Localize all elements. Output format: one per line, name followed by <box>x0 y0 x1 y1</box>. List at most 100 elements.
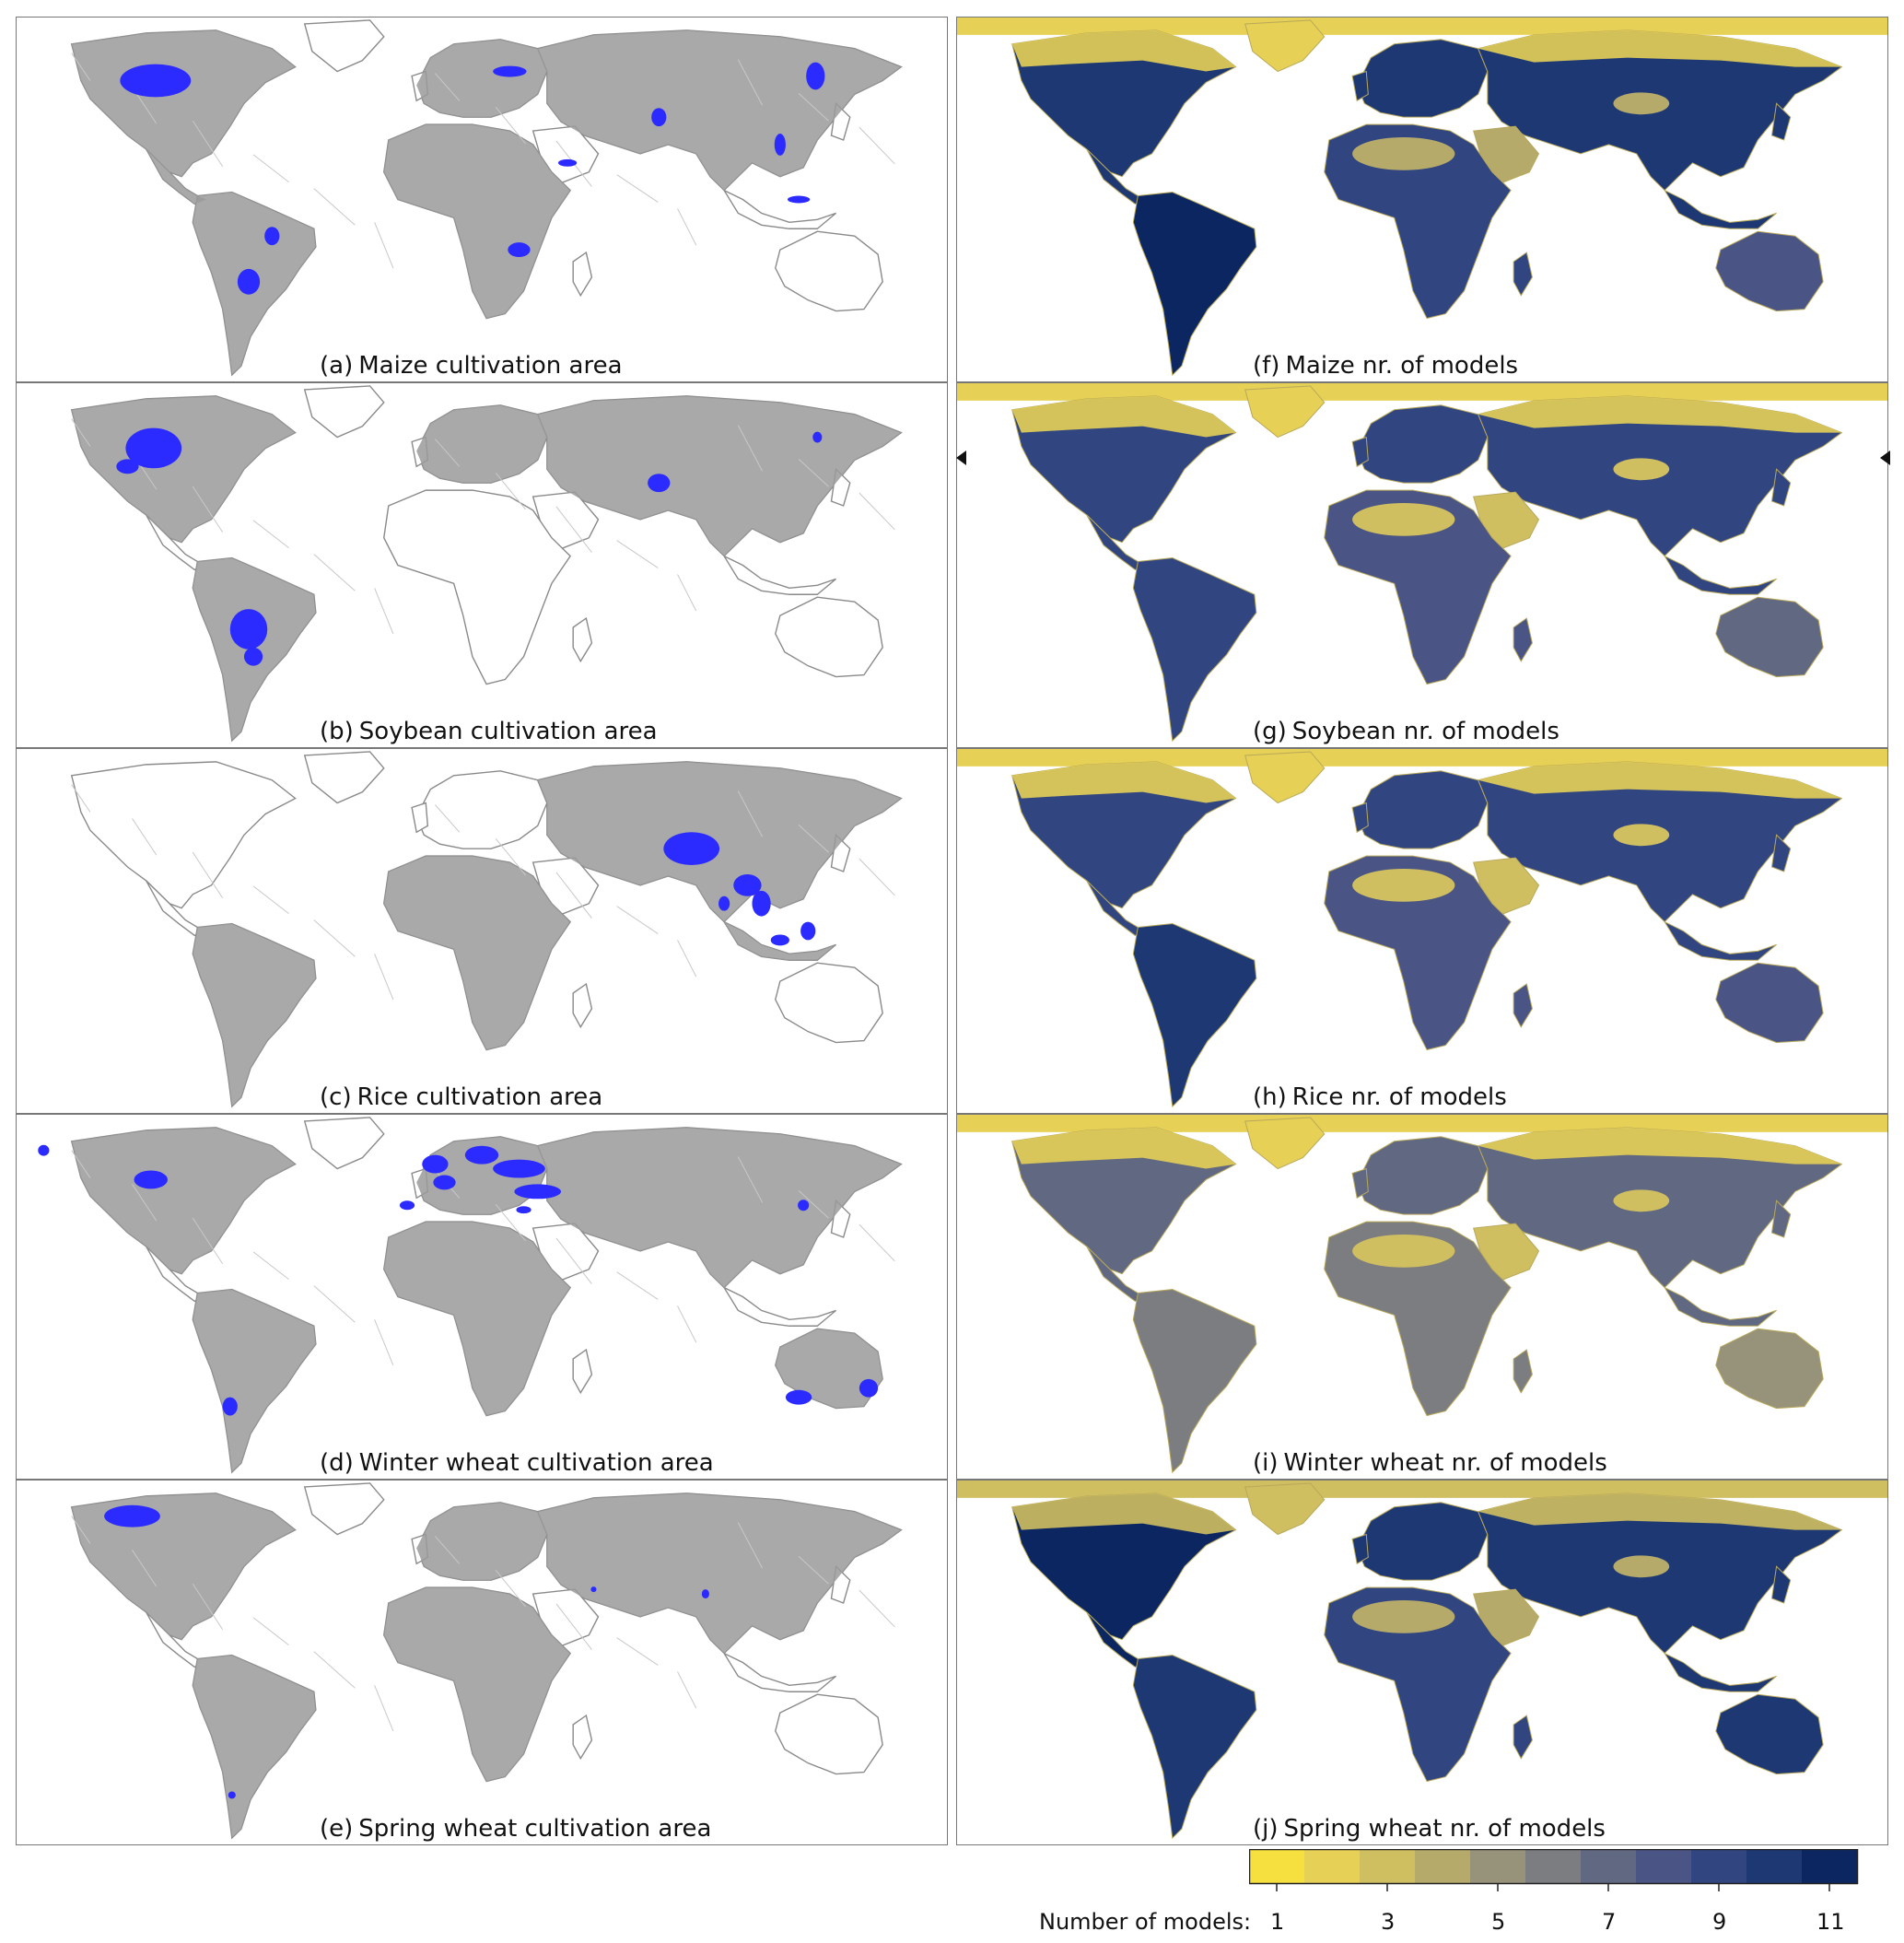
panel-caption: (g) Soybean nr. of models <box>1253 718 1559 745</box>
panel-caption: (j) Spring wheat nr. of models <box>1253 1815 1606 1843</box>
country-border <box>72 53 90 81</box>
cultivation-hotspot <box>733 873 762 896</box>
land-outline-au <box>776 597 882 676</box>
cultivation-hotspot <box>812 431 823 443</box>
land-au <box>1716 597 1823 676</box>
country-border <box>253 1618 288 1645</box>
model-count-map <box>956 1114 1888 1480</box>
land-gl <box>1245 1118 1325 1169</box>
land-outline-eu <box>416 771 547 849</box>
cultivation-hotspot <box>508 242 531 258</box>
country-border <box>253 886 288 914</box>
cultivated-eu <box>416 39 547 118</box>
cultivated-as <box>537 1127 902 1288</box>
cultivation-hotspot <box>800 921 816 941</box>
country-border <box>435 805 459 833</box>
land-sa <box>1133 1656 1256 1839</box>
land-jp <box>1772 835 1791 872</box>
land-au <box>1716 963 1823 1042</box>
siberia-fringe <box>1478 29 1842 67</box>
country-border <box>738 791 762 837</box>
cultivation-hotspot <box>229 609 268 650</box>
cultivated-eu <box>416 1502 547 1581</box>
colorbar-segment <box>1415 1849 1470 1884</box>
tibet-region <box>1613 1189 1670 1212</box>
country-border <box>193 486 222 533</box>
sahara-region <box>1352 1600 1455 1633</box>
country-border <box>314 1652 356 1689</box>
country-border <box>859 859 894 895</box>
colorbar-segment <box>1249 1849 1304 1884</box>
land-outline-af <box>384 490 570 684</box>
tibet-region <box>1613 92 1670 115</box>
country-border <box>435 1537 459 1564</box>
colorbar-tick-label: 9 <box>1712 1909 1727 1935</box>
country-border <box>375 1685 393 1731</box>
model-count-map <box>956 1480 1888 1845</box>
country-border <box>253 155 288 182</box>
country-border <box>133 1184 157 1221</box>
cultivation-hotspot <box>243 647 263 666</box>
cultivation-map-rice <box>16 748 948 1114</box>
land-af <box>1325 490 1511 684</box>
panel-caption: (a) Maize cultivation area <box>320 352 623 380</box>
cultivated-na <box>71 1492 296 1640</box>
country-border <box>738 60 762 106</box>
country-border <box>496 838 525 875</box>
country-border <box>193 852 222 898</box>
colorbar <box>1249 1849 1859 1891</box>
cultivation-hotspot <box>590 1586 597 1593</box>
cultivated-eu <box>416 404 547 484</box>
country-border <box>556 872 591 919</box>
country-border <box>799 93 828 121</box>
land-outline-au <box>776 963 882 1042</box>
cultivation-hotspot <box>116 459 139 474</box>
land-eu <box>1357 771 1488 849</box>
country-border <box>375 954 393 1000</box>
country-border <box>859 1590 894 1627</box>
left-marker-icon <box>956 451 966 465</box>
colorbar-tick-label: 5 <box>1491 1909 1506 1935</box>
polar-band <box>956 1480 1888 1498</box>
country-border <box>193 121 222 167</box>
land-seasia <box>1665 191 1776 229</box>
land-mad <box>1513 1715 1532 1759</box>
model-count-map <box>956 17 1888 382</box>
country-border <box>738 1157 762 1203</box>
cultivation-hotspot <box>514 1184 562 1200</box>
siberia-fringe <box>1478 1127 1842 1165</box>
colorbar-segment <box>1746 1849 1802 1884</box>
cultivation-hotspot <box>663 832 720 866</box>
land-outline-gl <box>305 1118 384 1169</box>
land-gl <box>1245 386 1325 438</box>
land-outline-seasia <box>724 1654 835 1692</box>
land-outline-mad <box>573 984 591 1027</box>
cultivation-hotspot <box>718 895 730 911</box>
land-gl <box>1245 20 1325 72</box>
cultivation-hotspot <box>222 1397 238 1416</box>
cultivation-hotspot <box>806 62 825 90</box>
colorbar-segment <box>1691 1849 1746 1884</box>
country-border <box>72 785 90 813</box>
land-eu <box>1357 1503 1488 1580</box>
sahara-region <box>1352 503 1455 536</box>
country-border <box>72 419 90 447</box>
land-af <box>1325 1587 1511 1781</box>
cultivation-map-wwheat <box>16 1114 948 1480</box>
cultivation-hotspot <box>701 1589 709 1599</box>
country-border <box>435 74 459 101</box>
land-jp <box>1772 1566 1791 1603</box>
land-uk <box>1352 438 1368 467</box>
country-border <box>738 1523 762 1569</box>
land-af <box>1325 124 1511 318</box>
land-outline-seasia <box>724 191 835 229</box>
north-america-fringe <box>1011 1492 1236 1535</box>
country-border <box>193 1584 222 1630</box>
country-border <box>678 1305 696 1342</box>
land-jp <box>1772 1200 1791 1237</box>
country-border <box>617 541 659 568</box>
land-outline-gl <box>305 386 384 438</box>
cultivated-as <box>537 761 902 922</box>
colorbar-segment <box>1802 1849 1857 1884</box>
cultivation-hotspot <box>422 1154 449 1174</box>
